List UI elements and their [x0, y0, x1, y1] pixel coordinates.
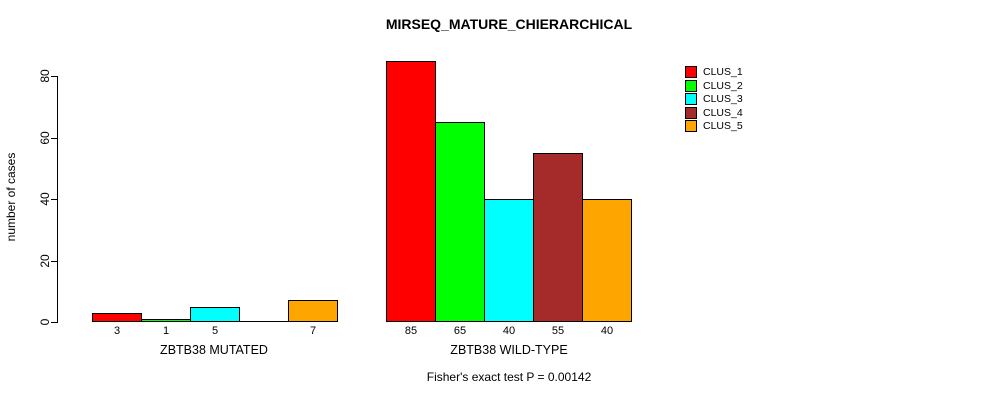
legend-swatch-clus_1: [685, 66, 697, 78]
bar-value-label: 40: [600, 325, 614, 337]
bar-value-label: 5: [211, 325, 219, 337]
y-tick-label: 40: [38, 192, 52, 206]
legend-label-clus_1: CLUS_1: [703, 66, 743, 78]
y-tick-label: 20: [38, 254, 52, 268]
bar-clus_3: [190, 307, 240, 322]
y-tick: [51, 199, 57, 200]
bar-value-label: 3: [113, 325, 121, 337]
bar-clus_1: [92, 313, 142, 322]
chart-title: MIRSEQ_MATURE_CHIERARCHICAL: [385, 16, 633, 32]
bar-clus_2: [141, 319, 191, 322]
bar-clus_5: [582, 199, 632, 322]
y-axis-line: [57, 76, 58, 323]
bar-value-label: 65: [453, 325, 467, 337]
bar-value-label: 55: [551, 325, 565, 337]
bar-clus_4: [533, 153, 583, 322]
bar-clus_3: [484, 199, 534, 322]
legend-label-clus_2: CLUS_2: [703, 79, 743, 92]
y-tick: [51, 322, 57, 323]
legend-swatch-clus_3: [685, 93, 697, 105]
bar-clus_5: [288, 300, 338, 322]
y-tick: [51, 138, 57, 139]
bar-clus_4-zero: [239, 321, 289, 322]
legend-label-clus_3: CLUS_3: [703, 93, 743, 105]
bar-value-label: 40: [502, 325, 516, 337]
y-tick-label: 80: [38, 69, 52, 83]
group-label-wildtype: ZBTB38 WILD-TYPE: [450, 343, 568, 357]
legend-label-clus_4: CLUS_4: [703, 106, 743, 119]
legend-label-clus_5: CLUS_5: [703, 120, 743, 132]
y-tick: [51, 76, 57, 77]
fisher-test-annotation: Fisher's exact test P = 0.00142: [426, 370, 592, 384]
legend-swatch-clus_2: [685, 79, 697, 92]
legend-swatch-clus_4: [685, 106, 697, 119]
y-axis-label: number of cases: [4, 152, 18, 242]
bar-clus_1: [386, 61, 436, 322]
y-tick-label: 0: [38, 318, 52, 326]
bar-value-label: 1: [162, 325, 170, 337]
legend-swatch-clus_5: [685, 120, 697, 132]
bar-clus_2: [435, 122, 485, 322]
y-tick: [51, 261, 57, 262]
group-label-mutated: ZBTB38 MUTATED: [160, 343, 268, 357]
y-tick-label: 60: [38, 131, 52, 145]
bar-value-label: 7: [309, 325, 317, 337]
bar-value-label: 85: [404, 325, 418, 337]
